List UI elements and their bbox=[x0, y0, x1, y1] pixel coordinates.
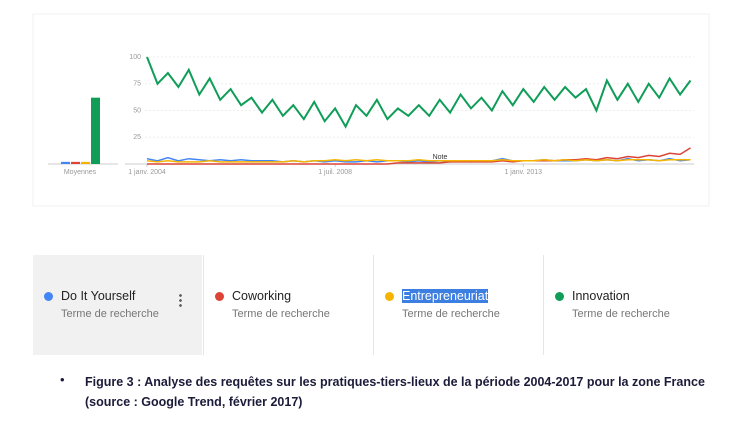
legend-marker bbox=[215, 292, 224, 301]
x-tick-label: 1 janv. 2013 bbox=[504, 169, 542, 176]
y-tick-label: 50 bbox=[133, 107, 141, 114]
line-series bbox=[146, 56, 692, 129]
y-tick-label: 25 bbox=[133, 134, 141, 141]
chart: Moyennes 25 50 75 100 1 janv. 2004 1 juil. 20… bbox=[32, 13, 710, 207]
annotation: Note bbox=[433, 154, 448, 161]
caption: Figure 3 : Analyse des requêtes sur les … bbox=[85, 375, 705, 409]
legend-label: Entrepreneuriat bbox=[402, 289, 489, 303]
legend-item[interactable]: Entrepreneuriat Terme de recherche bbox=[373, 255, 542, 355]
legend-marker bbox=[385, 292, 394, 301]
legend-subtitle: Terme de recherche bbox=[61, 308, 159, 320]
y-tick-label: 100 bbox=[129, 54, 141, 61]
legend-item[interactable]: Innovation Terme de recherche bbox=[543, 255, 712, 355]
legend-subtitle: Terme de recherche bbox=[402, 308, 500, 320]
bar bbox=[81, 161, 90, 164]
legend-subtitle: Terme de recherche bbox=[572, 308, 670, 320]
legend-label: Coworking bbox=[232, 289, 292, 303]
line-series bbox=[146, 158, 691, 163]
legend-marker bbox=[44, 292, 53, 301]
legend-subtitle: Terme de recherche bbox=[232, 308, 330, 320]
legend-item[interactable]: Do It Yourself Terme de recherche bbox=[33, 255, 202, 355]
x-tick-label: 1 juil. 2008 bbox=[318, 169, 352, 176]
x-tick-label: 1 janv. 2004 bbox=[128, 169, 166, 176]
bar bbox=[91, 97, 100, 164]
y-tick-label: 75 bbox=[133, 81, 141, 88]
legend-label: Innovation bbox=[572, 289, 630, 303]
legend-item[interactable]: Coworking Terme de recherche bbox=[203, 255, 372, 355]
legend-marker bbox=[555, 292, 564, 301]
line-series bbox=[147, 147, 691, 165]
bar bbox=[61, 161, 70, 164]
bar-x-label: Moyennes bbox=[64, 169, 97, 176]
bullet: • bbox=[60, 372, 65, 387]
legend-label: Do It Yourself bbox=[61, 289, 136, 303]
bar bbox=[71, 161, 80, 164]
menu-icon[interactable] bbox=[179, 293, 182, 308]
